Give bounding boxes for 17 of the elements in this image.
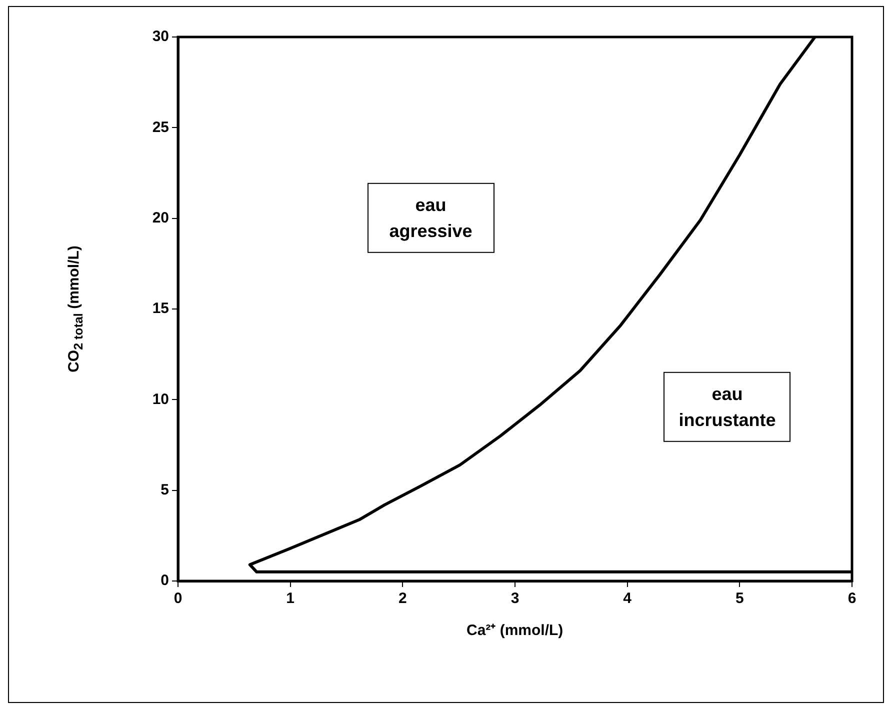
x-tick-label: 5 bbox=[735, 590, 744, 608]
annotation: eau agressive bbox=[367, 183, 494, 254]
y-tick-label: 0 bbox=[160, 572, 169, 590]
x-tick-label: 6 bbox=[848, 590, 856, 608]
x-tick-label: 4 bbox=[623, 590, 632, 608]
x-tick-label: 0 bbox=[174, 590, 182, 608]
y-tick-label: 5 bbox=[160, 481, 169, 498]
y-tick-label: 25 bbox=[152, 118, 169, 136]
y-tick-label: 15 bbox=[152, 300, 169, 318]
y-tick-label: 20 bbox=[152, 209, 169, 226]
x-axis-title: Ca²⁺ (mmol/L) bbox=[466, 621, 564, 639]
y-tick-label: 30 bbox=[152, 28, 169, 46]
y-tick-label: 10 bbox=[152, 390, 169, 408]
x-tick-label: 3 bbox=[510, 590, 520, 608]
x-tick-label: 2 bbox=[398, 590, 407, 608]
annotation: eau incrustante bbox=[664, 372, 791, 442]
x-tick-label: 1 bbox=[286, 590, 295, 608]
